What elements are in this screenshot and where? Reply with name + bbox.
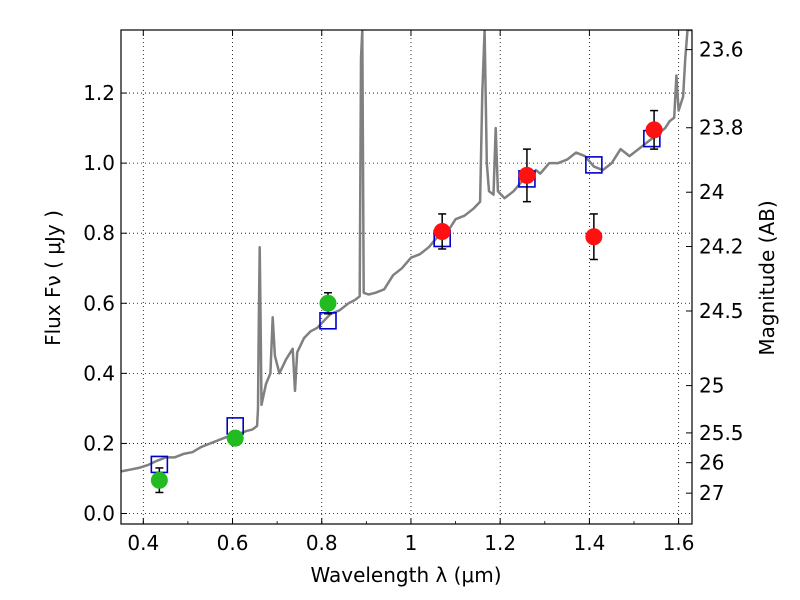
y-tick-label: 0.4 bbox=[83, 361, 115, 385]
spectrum-line bbox=[121, 30, 692, 473]
observed-point bbox=[645, 121, 663, 139]
right-tick-label: 23.8 bbox=[699, 116, 744, 140]
right-tick-label: 25.5 bbox=[699, 421, 744, 445]
x-axis-label: Wavelength λ (μm) bbox=[310, 563, 501, 587]
observed-point bbox=[518, 166, 536, 184]
observed-point bbox=[433, 222, 451, 240]
right-axis-label: Magnitude (AB) bbox=[755, 200, 779, 355]
x-tick-label: 1.6 bbox=[663, 531, 695, 555]
observed-point bbox=[150, 471, 168, 489]
y-tick-label: 0.8 bbox=[83, 221, 115, 245]
axes-box bbox=[120, 29, 693, 525]
x-tick-label: 1 bbox=[405, 531, 418, 555]
right-tick-label: 26 bbox=[699, 451, 724, 475]
x-tick-label: 0.6 bbox=[217, 531, 249, 555]
y-tick-label: 0.6 bbox=[83, 291, 115, 315]
right-tick-label: 23.6 bbox=[699, 38, 744, 62]
grid bbox=[121, 30, 692, 524]
x-tick-label: 0.4 bbox=[127, 531, 159, 555]
y-tick-label: 0.2 bbox=[83, 431, 115, 455]
model-square-point bbox=[585, 156, 603, 174]
y-tick-label: 1.2 bbox=[83, 81, 115, 105]
y-tick-label: 0.0 bbox=[83, 501, 115, 525]
right-tick-label: 24.5 bbox=[699, 299, 744, 323]
x-tick-label: 1.4 bbox=[573, 531, 605, 555]
right-tick-label: 25 bbox=[699, 374, 724, 398]
observed-point bbox=[585, 228, 603, 246]
y-axis-label: Flux Fν ( μJy ) bbox=[41, 210, 65, 346]
plot-frame bbox=[120, 29, 693, 525]
right-tick-label: 24 bbox=[699, 180, 724, 204]
observed-point bbox=[319, 294, 337, 312]
right-tick-label: 27 bbox=[699, 481, 724, 505]
x-tick-label: 0.8 bbox=[306, 531, 338, 555]
y-tick-label: 1.0 bbox=[83, 151, 115, 175]
x-tick-label: 1.2 bbox=[484, 531, 516, 555]
observed-point bbox=[226, 429, 244, 447]
ticks: 0.4 0.6 0.8 1 1.2 1.4 1.6 0.0 0.2 0.4 0.6 0.8 1.0 1.2… bbox=[83, 30, 744, 555]
right-tick-label: 24.2 bbox=[699, 235, 744, 259]
